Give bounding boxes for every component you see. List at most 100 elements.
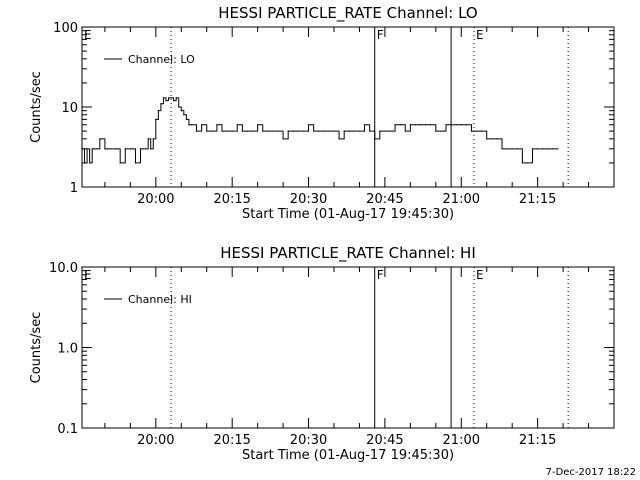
- x-tick-label: 21:00: [443, 433, 480, 448]
- x-tick-label: 20:00: [137, 192, 174, 207]
- data-point: [547, 148, 549, 150]
- data-point: [399, 124, 401, 126]
- data-point: [257, 124, 259, 126]
- event-marker-label: F: [377, 28, 384, 42]
- data-point: [526, 162, 529, 164]
- data-point: [292, 130, 294, 132]
- data-point: [470, 130, 473, 132]
- data-point: [465, 124, 467, 126]
- data-point: [460, 124, 462, 126]
- data-point: [496, 138, 498, 140]
- data-point: [531, 148, 534, 150]
- data-point: [425, 124, 427, 126]
- data-point: [358, 130, 361, 132]
- data-point: [307, 124, 310, 126]
- data-point: [104, 148, 106, 150]
- x-axis-label: Start Time (01-Aug-17 19:45:30): [242, 207, 454, 222]
- data-point: [145, 148, 147, 150]
- data-point: [89, 162, 91, 164]
- data-point: [206, 130, 208, 132]
- x-tick-label: 21:15: [519, 433, 556, 448]
- data-point: [160, 103, 162, 105]
- y-tick-label: 100: [53, 21, 78, 36]
- x-tick-label: 20:30: [290, 433, 327, 448]
- data-point: [521, 162, 523, 164]
- data-point: [175, 97, 177, 99]
- data-point: [414, 124, 417, 126]
- data-point: [162, 97, 165, 99]
- data-point: [178, 106, 180, 108]
- data-point: [241, 130, 243, 132]
- data-point: [552, 148, 554, 150]
- data-point: [481, 130, 483, 132]
- data-point: [267, 130, 269, 132]
- event-marker-label: E: [476, 268, 484, 282]
- x-axis-label: Start Time (01-Aug-17 19:45:30): [242, 448, 454, 463]
- data-point: [180, 110, 182, 112]
- legend-entry: Channel: HI: [128, 293, 192, 306]
- data-point: [185, 118, 187, 120]
- data-point: [516, 148, 518, 150]
- event-marker-label: E: [84, 268, 92, 282]
- y-tick-label: 1: [70, 181, 78, 196]
- chart-title: HESSI PARTICLE_RATE Channel: HI: [220, 244, 476, 263]
- data-point: [124, 148, 126, 150]
- data-point: [94, 148, 96, 150]
- data-point: [537, 148, 539, 150]
- x-tick-label: 20:00: [137, 433, 174, 448]
- footer-timestamp: 7-Dec-2017 18:22: [546, 467, 636, 478]
- data-point: [86, 148, 88, 150]
- series-0: [81, 97, 559, 164]
- data-point: [150, 148, 152, 150]
- data-point: [272, 130, 274, 132]
- data-point: [486, 138, 488, 140]
- data-point: [195, 130, 198, 132]
- data-point: [139, 148, 142, 150]
- x-tick-label: 20:30: [290, 192, 327, 207]
- data-point: [167, 97, 170, 99]
- data-point: [236, 124, 238, 126]
- legend-entry: Channel: LO: [128, 53, 195, 66]
- data-point: [343, 130, 345, 132]
- data-point: [389, 130, 391, 132]
- data-point: [384, 130, 386, 132]
- data-point: [435, 130, 437, 132]
- data-point: [231, 130, 233, 132]
- data-point: [328, 130, 330, 132]
- data-point: [450, 124, 452, 126]
- data-point: [114, 148, 116, 150]
- data-point: [211, 130, 213, 132]
- data-point: [353, 130, 355, 132]
- data-point: [165, 100, 167, 102]
- data-point: [152, 138, 154, 140]
- data-point: [404, 130, 406, 132]
- y-axis-label: Counts/sec: [29, 312, 44, 384]
- data-point: [81, 148, 83, 150]
- data-point: [323, 130, 325, 132]
- data-point: [83, 162, 86, 164]
- data-point: [99, 138, 101, 140]
- data-point: [117, 148, 119, 150]
- data-point: [419, 124, 422, 126]
- data-point: [109, 148, 111, 150]
- data-point: [374, 138, 376, 140]
- data-point: [440, 130, 442, 132]
- data-point: [129, 148, 131, 150]
- data-point: [511, 148, 513, 150]
- data-point: [173, 100, 175, 102]
- data-point: [445, 124, 447, 126]
- y-tick-label: 1.0: [57, 342, 78, 357]
- data-point: [251, 130, 254, 132]
- plot-frame: [81, 26, 615, 188]
- data-point: [226, 130, 228, 132]
- data-point: [96, 148, 98, 150]
- data-point: [313, 130, 315, 132]
- data-point: [491, 138, 493, 140]
- data-point: [170, 97, 172, 99]
- chart-title: HESSI PARTICLE_RATE Channel: LO: [218, 4, 477, 23]
- data-point: [119, 162, 121, 164]
- data-point: [277, 130, 279, 132]
- data-point: [132, 148, 134, 150]
- data-point: [338, 138, 340, 140]
